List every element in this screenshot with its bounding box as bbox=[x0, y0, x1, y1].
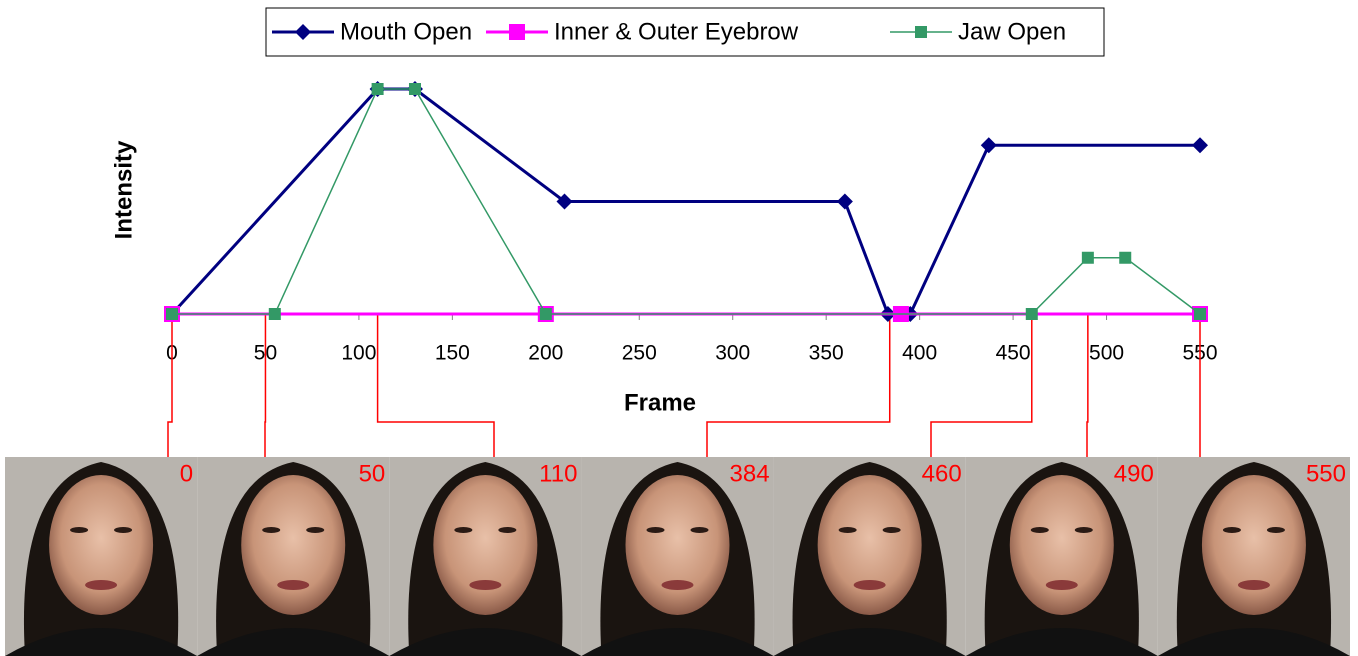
marker bbox=[1119, 251, 1132, 264]
eye bbox=[114, 527, 133, 533]
frame-label: 460 bbox=[922, 460, 962, 487]
shoulders bbox=[1157, 628, 1350, 656]
face bbox=[625, 475, 730, 615]
marker bbox=[1025, 308, 1038, 320]
frame-connector bbox=[1086, 314, 1089, 457]
mouth bbox=[1045, 580, 1078, 590]
frame-label: 0 bbox=[180, 460, 193, 487]
eye bbox=[262, 527, 281, 533]
eye bbox=[70, 527, 89, 533]
eye bbox=[690, 527, 709, 533]
marker bbox=[166, 308, 178, 320]
face bbox=[241, 475, 346, 615]
legend-label: Mouth Open bbox=[340, 18, 472, 45]
legend-box bbox=[265, 7, 1105, 57]
x-tick-label: 500 bbox=[1089, 342, 1124, 365]
face-panel bbox=[197, 457, 390, 656]
face-panel bbox=[965, 457, 1158, 656]
eye bbox=[646, 527, 665, 533]
x-tick-label: 200 bbox=[528, 342, 563, 365]
face bbox=[49, 475, 154, 615]
marker bbox=[408, 83, 421, 95]
frame-connector bbox=[930, 314, 1033, 457]
frame-connector bbox=[706, 314, 891, 457]
marker bbox=[1192, 137, 1208, 154]
frame-connector bbox=[167, 314, 173, 457]
frame-label: 110 bbox=[539, 460, 577, 487]
marker bbox=[980, 137, 997, 154]
face-panel bbox=[5, 457, 198, 656]
shoulders bbox=[965, 628, 1158, 656]
mouth bbox=[853, 580, 886, 590]
mouth bbox=[469, 580, 502, 590]
face-panel bbox=[389, 457, 582, 656]
x-tick-label: 300 bbox=[715, 342, 750, 365]
face bbox=[433, 475, 538, 615]
marker bbox=[1194, 308, 1206, 320]
face bbox=[1009, 475, 1114, 615]
eye bbox=[882, 527, 901, 533]
x-tick-label: 400 bbox=[902, 342, 937, 365]
legend-label: Jaw Open bbox=[958, 18, 1066, 45]
legend-marker bbox=[295, 24, 311, 40]
eye bbox=[306, 527, 325, 533]
marker bbox=[1081, 251, 1094, 264]
marker bbox=[371, 83, 384, 95]
frame-label: 550 bbox=[1306, 460, 1346, 487]
marker bbox=[539, 308, 552, 320]
x-tick-label: 150 bbox=[435, 342, 470, 365]
shoulders bbox=[5, 628, 198, 656]
legend-label: Inner & Outer Eyebrow bbox=[554, 18, 799, 45]
frame-connector bbox=[376, 314, 495, 457]
mouth bbox=[661, 580, 694, 590]
marker bbox=[836, 193, 853, 210]
x-tick-label: 450 bbox=[996, 342, 1031, 365]
x-tick-label: 350 bbox=[809, 342, 844, 365]
frame-label: 490 bbox=[1114, 460, 1154, 487]
face-panel bbox=[1157, 457, 1350, 656]
marker bbox=[556, 193, 573, 210]
mouth bbox=[1237, 580, 1270, 590]
face bbox=[817, 475, 922, 615]
eye bbox=[1266, 527, 1285, 533]
mouth bbox=[85, 580, 118, 590]
x-tick-label: 100 bbox=[341, 342, 376, 365]
face bbox=[1201, 475, 1306, 615]
face-panel bbox=[773, 457, 966, 656]
eye bbox=[1030, 527, 1049, 533]
frame-label: 384 bbox=[730, 460, 770, 487]
x-axis-title: Frame bbox=[624, 389, 696, 416]
eye bbox=[1074, 527, 1093, 533]
eye bbox=[1222, 527, 1241, 533]
y-axis-title: Intensity bbox=[110, 140, 137, 239]
x-tick-label: 250 bbox=[622, 342, 657, 365]
eye bbox=[498, 527, 517, 533]
eye bbox=[454, 527, 473, 533]
shoulders bbox=[581, 628, 774, 656]
frame-label: 50 bbox=[359, 460, 386, 487]
marker bbox=[268, 308, 281, 320]
shoulders bbox=[389, 628, 582, 656]
legend-marker bbox=[509, 24, 525, 40]
face-panel bbox=[581, 457, 774, 656]
shoulders bbox=[197, 628, 390, 656]
mouth bbox=[277, 580, 310, 590]
shoulders bbox=[773, 628, 966, 656]
eye bbox=[838, 527, 857, 533]
legend-marker bbox=[915, 26, 927, 38]
